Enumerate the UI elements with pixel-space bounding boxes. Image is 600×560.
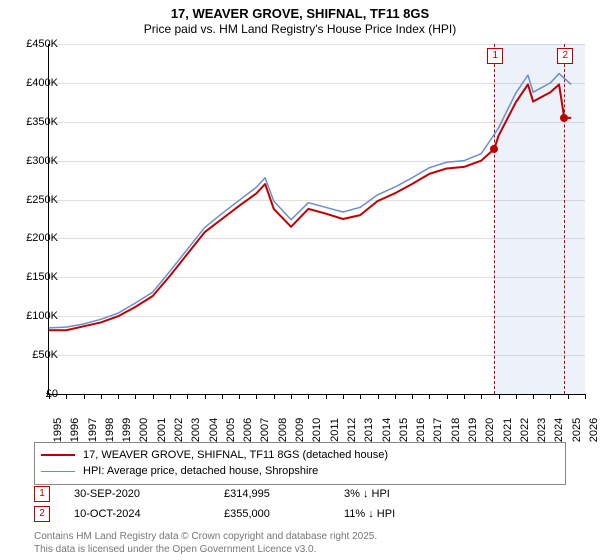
sale-row-2: 2 10-OCT-2024 £355,000 11% ↓ HPI (34, 504, 566, 524)
xtick-label: 2002 (173, 418, 185, 442)
xtick-label: 2026 (588, 418, 600, 442)
xtick-label: 2019 (467, 418, 479, 442)
xtick-label: 1998 (104, 418, 116, 442)
sale-diff-2: 11% ↓ HPI (344, 508, 454, 520)
xtick-label: 1995 (52, 418, 64, 442)
ytick-label: £400K (14, 77, 58, 89)
xtick-label: 2006 (242, 418, 254, 442)
xtick-label: 2009 (294, 418, 306, 442)
legend: 17, WEAVER GROVE, SHIFNAL, TF11 8GS (det… (34, 442, 566, 485)
footer-line-2: This data is licensed under the Open Gov… (34, 544, 377, 557)
xtick-label: 2025 (571, 418, 583, 442)
ytick-label: £100K (14, 310, 58, 322)
sale-date-2: 10-OCT-2024 (74, 508, 224, 520)
sales-table: 1 30-SEP-2020 £314,995 3% ↓ HPI 2 10-OCT… (34, 484, 566, 524)
legend-item-property: 17, WEAVER GROVE, SHIFNAL, TF11 8GS (det… (41, 447, 559, 463)
ytick-label: £150K (14, 271, 58, 283)
plot-region: 12 (48, 44, 585, 395)
xtick-label: 2007 (259, 418, 271, 442)
price-paid-marker (490, 145, 498, 153)
ytick-label: £0 (14, 388, 58, 400)
sale-badge-2: 2 (34, 506, 50, 522)
legend-label-property: 17, WEAVER GROVE, SHIFNAL, TF11 8GS (det… (83, 449, 388, 461)
xtick-label: 2018 (450, 418, 462, 442)
xtick-label: 2005 (225, 418, 237, 442)
xtick-label: 2020 (484, 418, 496, 442)
price-paid-marker (560, 114, 568, 122)
sale-date-1: 30-SEP-2020 (74, 488, 224, 500)
xtick-label: 2024 (553, 418, 565, 442)
ytick-label: £250K (14, 194, 58, 206)
sale-diff-1: 3% ↓ HPI (344, 488, 454, 500)
xtick-label: 2013 (363, 418, 375, 442)
chart-area: 12 (48, 44, 584, 394)
xtick-label: 2010 (311, 418, 323, 442)
xtick-label: 2000 (138, 418, 150, 442)
sale-row-1: 1 30-SEP-2020 £314,995 3% ↓ HPI (34, 484, 566, 504)
xtick-label: 2015 (398, 418, 410, 442)
xtick-label: 1996 (69, 418, 81, 442)
xtick-label: 2011 (329, 418, 341, 442)
xtick-label: 1997 (87, 418, 99, 442)
xtick-label: 1999 (121, 418, 133, 442)
ytick-label: £450K (14, 38, 58, 50)
marker-badge: 2 (557, 48, 573, 64)
xtick-label: 2003 (190, 418, 202, 442)
marker-badge: 1 (487, 48, 503, 64)
footer-line-1: Contains HM Land Registry data © Crown c… (34, 531, 377, 544)
xtick-label: 2012 (346, 418, 358, 442)
footer: Contains HM Land Registry data © Crown c… (34, 531, 377, 556)
ytick-label: £350K (14, 116, 58, 128)
xtick-label: 2021 (502, 418, 514, 442)
chart-title-block: 17, WEAVER GROVE, SHIFNAL, TF11 8GS Pric… (0, 0, 600, 37)
legend-item-hpi: HPI: Average price, detached house, Shro… (41, 463, 559, 479)
title-line-2: Price paid vs. HM Land Registry's House … (0, 22, 600, 37)
sale-price-2: £355,000 (224, 508, 344, 520)
legend-swatch-hpi (41, 471, 75, 472)
ytick-label: £200K (14, 232, 58, 244)
xtick-label: 2004 (208, 418, 220, 442)
legend-label-hpi: HPI: Average price, detached house, Shro… (83, 465, 318, 477)
legend-swatch-property (41, 454, 75, 456)
xtick-label: 2001 (156, 418, 168, 442)
xtick-label: 2022 (519, 418, 531, 442)
xtick-label: 2023 (536, 418, 548, 442)
title-line-1: 17, WEAVER GROVE, SHIFNAL, TF11 8GS (0, 6, 600, 22)
ytick-label: £50K (14, 349, 58, 361)
xtick-label: 2017 (432, 418, 444, 442)
sale-badge-1: 1 (34, 486, 50, 502)
ytick-label: £300K (14, 155, 58, 167)
xtick-label: 2014 (381, 418, 393, 442)
xtick-label: 2008 (277, 418, 289, 442)
sale-price-1: £314,995 (224, 488, 344, 500)
xtick-label: 2016 (415, 418, 427, 442)
